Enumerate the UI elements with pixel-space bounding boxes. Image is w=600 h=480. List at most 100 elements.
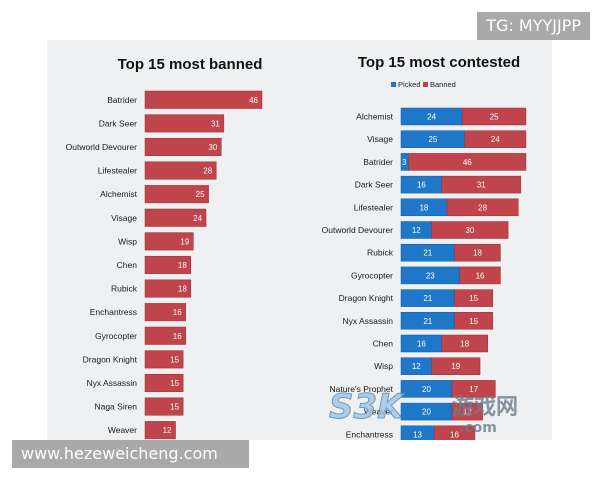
banned-bar-gyrocopter	[144, 326, 186, 345]
contested-banned-value-label-visage: 24	[491, 135, 500, 144]
contested-picked-value-label-outworld-devourer: 12	[412, 226, 421, 235]
contested-banned-value-label-nyx-assassin: 15	[469, 317, 478, 326]
tg-overlay-tag: TG: MYYJJPP	[477, 12, 590, 40]
contested-banned-bar-gyrocopter	[459, 266, 501, 285]
contested-banned-bar-visage	[464, 130, 527, 148]
banned-bar-visage	[144, 208, 207, 227]
banned-value-label-rubick: 18	[178, 285, 187, 294]
banned-value-label-naga-siren: 15	[170, 403, 179, 412]
contested-banned-value-label-batrider: 46	[463, 158, 472, 167]
contested-banned-bar-nyx-assassin	[454, 312, 494, 330]
banned-bar-batrider	[144, 90, 263, 109]
contested-banned-value-label-gyrocopter: 16	[476, 271, 485, 280]
contested-category-label-rubick: Rubick	[367, 248, 394, 258]
contested-banned-value-label-rubick: 18	[473, 249, 482, 258]
contested-picked-value-label-gyrocopter: 23	[426, 271, 435, 280]
contested-banned-bar-dark-seer	[441, 175, 522, 194]
contested-category-label-weaver: Weaver	[364, 407, 393, 417]
banned-bar-lifestealer	[144, 161, 217, 180]
url-overlay-tag: www.hezeweicheng.com	[12, 440, 249, 468]
banned-bar-rubick	[144, 279, 192, 298]
banned-bar-alchemist	[144, 185, 209, 204]
banned-value-label-chen: 18	[178, 261, 187, 270]
contested-banned-bar-alchemist	[461, 107, 527, 126]
contested-category-label-visage: Visage	[367, 134, 393, 144]
contested-category-label-dragon-knight: Dragon Knight	[339, 293, 394, 303]
legend-label-picked: Picked	[398, 80, 421, 89]
banned-value-label-outworld-devourer: 30	[208, 143, 217, 152]
chart-title-banned: Top 15 most banned	[118, 56, 263, 73]
charts-svg: Top 15 most banned Top 15 most contested…	[66, 54, 527, 440]
banned-category-label-naga-siren: Naga Siren	[94, 402, 137, 412]
contested-banned-value-label-enchantress: 16	[450, 430, 459, 439]
banned-category-label-dark-seer: Dark Seer	[99, 118, 137, 128]
banned-value-label-visage: 24	[193, 214, 202, 223]
contested-picked-value-label-alchemist: 24	[427, 113, 436, 122]
banned-category-label-wisp: Wisp	[118, 236, 137, 246]
contested-picked-value-label-batrider: 3	[402, 158, 407, 167]
contested-picked-value-label-dragon-knight: 21	[423, 294, 432, 303]
banned-value-label-alchemist: 25	[196, 190, 205, 199]
contested-picked-value-label-visage: 25	[428, 135, 437, 144]
banned-value-label-wisp: 19	[180, 237, 189, 246]
contested-banned-value-label-outworld-devourer: 30	[465, 226, 474, 235]
contested-banned-bar-rubick	[454, 243, 501, 262]
contested-category-label-outworld-devourer: Outworld Devourer	[322, 225, 394, 235]
contested-banned-bar-weaver	[451, 402, 483, 421]
banned-category-label-nyx-assassin: Nyx Assassin	[86, 378, 137, 388]
contested-picked-value-label-enchantress: 13	[413, 430, 422, 439]
banned-category-label-enchantress: Enchantress	[90, 307, 137, 317]
watermark-cn-text: 游戏网	[452, 394, 518, 420]
banned-value-label-lifestealer: 28	[203, 167, 212, 176]
banned-value-label-weaver: 12	[163, 426, 172, 435]
contested-banned-bar-wisp	[431, 357, 481, 375]
banned-category-label-batrider: Batrider	[107, 95, 137, 105]
contested-category-label-dark-seer: Dark Seer	[355, 180, 393, 190]
contested-banned-value-label-wisp: 19	[451, 362, 460, 371]
chart-title-contested: Top 15 most contested	[358, 54, 520, 71]
banned-value-label-dark-seer: 31	[211, 119, 220, 128]
banned-bar-chen	[144, 255, 192, 274]
banned-value-label-gyrocopter: 16	[173, 332, 182, 341]
banned-category-label-dragon-knight: Dragon Knight	[83, 354, 138, 364]
banned-value-label-dragon-knight: 15	[170, 355, 179, 364]
contested-banned-value-label-weaver: 12	[463, 408, 472, 417]
contested-banned-bar-chen	[441, 334, 488, 353]
contested-banned-value-label-dark-seer: 31	[477, 181, 486, 190]
chart-contested: Alchemist 24 25 Visage 25 24 Batrider 3 46 Dark S…	[322, 107, 527, 440]
contested-banned-value-label-nature-s-prophet: 17	[469, 385, 478, 394]
banned-value-label-batrider: 46	[249, 96, 258, 105]
banned-value-label-nyx-assassin: 15	[170, 379, 179, 388]
contested-banned-bar-lifestealer	[446, 198, 519, 217]
contested-category-label-enchantress: Enchantress	[346, 429, 393, 439]
watermark-com-text: .com	[459, 420, 497, 436]
contested-banned-bar-dragon-knight	[454, 289, 494, 307]
banned-category-label-visage: Visage	[111, 213, 137, 223]
banned-bar-dragon-knight	[144, 350, 184, 369]
contested-banned-bar-nature-s-prophet	[451, 380, 496, 398]
banned-bar-dark-seer	[144, 114, 225, 133]
banned-category-label-gyrocopter: Gyrocopter	[95, 331, 137, 341]
watermark-logo-text: S3K	[329, 387, 406, 427]
contested-picked-value-label-nature-s-prophet: 20	[422, 385, 431, 394]
contested-category-label-chen: Chen	[373, 339, 394, 349]
contested-picked-value-label-lifestealer: 18	[419, 203, 428, 212]
banned-category-label-weaver: Weaver	[108, 425, 137, 435]
contested-picked-value-label-dark-seer: 16	[417, 181, 426, 190]
contested-picked-value-label-rubick: 21	[423, 249, 432, 258]
contested-category-label-alchemist: Alchemist	[356, 112, 393, 122]
banned-bar-enchantress	[144, 303, 186, 322]
chart-banned: Batrider 46 Dark Seer 31 Outworld Devourer 30…	[66, 90, 263, 440]
banned-value-label-enchantress: 16	[173, 308, 182, 317]
contested-banned-value-label-alchemist: 25	[490, 113, 499, 122]
contested-banned-bar-outworld-devourer	[431, 221, 509, 239]
legend: Picked Banned	[391, 80, 456, 89]
site-watermark: S3K 游戏网 .com	[329, 387, 519, 437]
contested-category-label-batrider: Batrider	[363, 157, 393, 167]
contested-banned-value-label-lifestealer: 28	[478, 203, 487, 212]
banned-category-label-lifestealer: Lifestealer	[98, 166, 137, 176]
banned-bar-nyx-assassin	[144, 373, 184, 392]
banned-bar-weaver	[144, 421, 176, 440]
contested-picked-value-label-nyx-assassin: 21	[423, 317, 432, 326]
banned-category-label-rubick: Rubick	[111, 284, 138, 294]
